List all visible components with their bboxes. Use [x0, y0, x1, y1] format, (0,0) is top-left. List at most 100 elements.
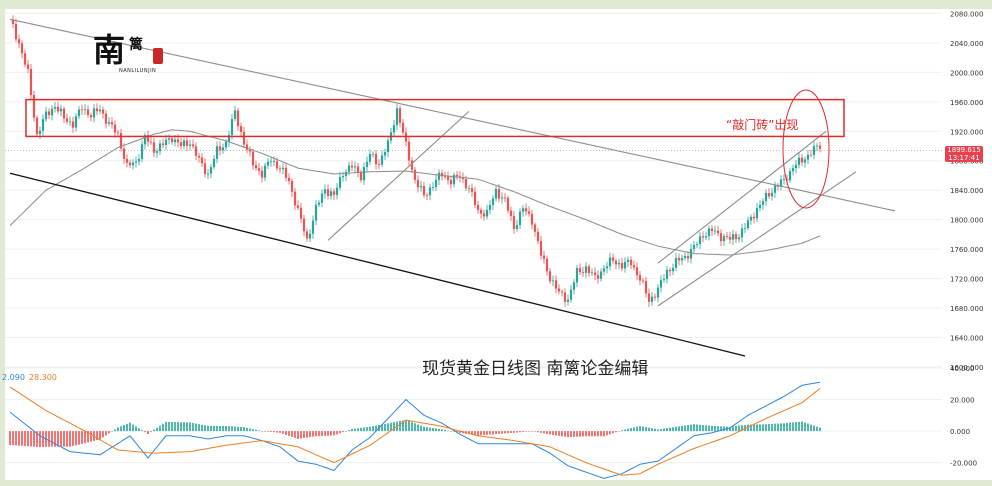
candle-body: [377, 164, 381, 165]
candle-body: [356, 166, 360, 173]
macd-bar: [783, 423, 785, 432]
candle-body: [413, 169, 417, 180]
candle-body: [221, 147, 225, 151]
uptrend-upper-line: [657, 130, 827, 264]
macd-bar: [381, 424, 383, 432]
candle-body: [692, 245, 696, 250]
candle-body: [38, 130, 42, 135]
candle-body: [182, 140, 186, 147]
candle-body: [137, 158, 141, 162]
candle-body: [521, 208, 525, 212]
macd-axis-ticks: 40.000 20.000 0.000 -20.000: [950, 365, 977, 468]
candle-body: [497, 188, 501, 199]
candle-body: [347, 165, 351, 172]
macd-bar: [354, 428, 356, 432]
candle-body: [686, 255, 690, 259]
macd-bar: [771, 423, 773, 432]
candle-body: [608, 257, 612, 267]
macd-bar: [30, 431, 32, 447]
candle-body: [740, 228, 744, 238]
macd-bar: [105, 431, 107, 436]
candle-body: [671, 267, 675, 272]
macd-histogram: [9, 419, 821, 448]
candle-body: [104, 113, 108, 124]
macd-bar: [411, 422, 413, 432]
macd-bar: [576, 431, 578, 437]
macd-bar: [69, 431, 71, 447]
candle-body: [476, 204, 480, 210]
candle-body: [512, 216, 516, 229]
candle-body: [92, 108, 96, 118]
candle-body: [194, 146, 198, 156]
candle-body: [209, 167, 213, 174]
candle-body: [14, 23, 18, 40]
candle-body: [629, 259, 633, 266]
candle-body: [611, 257, 615, 261]
macd-bar: [777, 423, 779, 432]
candle-body: [767, 192, 771, 197]
macd-bar: [162, 423, 164, 432]
macd-bar: [735, 426, 737, 432]
candle-body: [86, 109, 90, 116]
candle-body: [305, 231, 309, 239]
candle-body: [83, 109, 87, 111]
macd-bar: [54, 431, 56, 447]
macd-bar: [681, 425, 683, 432]
resistance-zone: [25, 98, 845, 138]
macd-bar: [255, 429, 257, 432]
candle-body: [224, 141, 228, 148]
candle-body: [215, 146, 219, 159]
macd-bar: [366, 427, 368, 432]
candle-body: [338, 177, 342, 188]
candle-body: [764, 192, 768, 202]
macd-bar: [582, 431, 584, 437]
candle-body: [116, 132, 120, 134]
candle-body: [587, 266, 591, 274]
macd-bar: [600, 431, 602, 437]
candle-body: [374, 153, 378, 165]
candle-body: [506, 197, 510, 211]
candle-body: [401, 122, 405, 133]
macd-bar: [495, 431, 497, 435]
macd-bar: [264, 431, 266, 432]
candle-body: [425, 195, 429, 197]
candle-body: [47, 111, 51, 116]
candle-body: [128, 162, 132, 166]
macd-bar: [786, 423, 788, 432]
macd-bar: [126, 423, 128, 432]
candle-body: [392, 125, 396, 133]
macd-bar: [510, 431, 512, 434]
macd-bar: [765, 424, 767, 432]
candle-body: [473, 191, 477, 205]
rebound-channel-line: [327, 110, 470, 241]
macd-bar: [558, 431, 560, 436]
macd-bar: [456, 431, 458, 433]
candle-body: [26, 64, 30, 69]
candle-body: [659, 280, 663, 288]
breakout-ellipse: [782, 89, 830, 209]
macd-bar: [450, 431, 452, 432]
macd-bar: [420, 425, 422, 432]
candle-body: [203, 163, 207, 175]
candle-body: [287, 177, 291, 182]
macd-bar: [474, 431, 476, 436]
macd-bar: [360, 427, 362, 432]
macd-bar: [168, 421, 170, 432]
candle-body: [233, 110, 237, 120]
candle-body: [662, 279, 666, 281]
candle-body: [800, 157, 804, 163]
macd-bar: [438, 428, 440, 432]
candle-body: [323, 189, 327, 194]
macd-bar: [459, 431, 461, 433]
candle-body: [134, 161, 138, 163]
macd-bar: [390, 422, 392, 432]
candle-body: [140, 144, 144, 159]
macd-bar: [252, 429, 254, 432]
candle-body: [524, 208, 528, 212]
macd-bar: [414, 423, 416, 432]
macd-bar: [513, 431, 515, 433]
candle-body: [722, 236, 726, 242]
macd-bar: [186, 422, 188, 432]
macd-bar: [780, 423, 782, 432]
bar-countdown: 13:17:41: [948, 154, 980, 162]
